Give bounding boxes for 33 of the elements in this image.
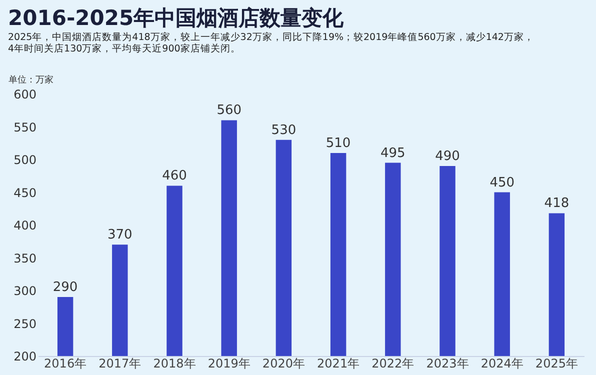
- y-tick-label: 450: [14, 186, 36, 200]
- x-tick-label: 2021年: [317, 356, 360, 370]
- x-tick-label: 2018年: [153, 356, 196, 370]
- data-label: 510: [326, 136, 351, 151]
- y-tick-label: 200: [14, 350, 36, 364]
- data-label: 530: [271, 122, 296, 138]
- chart-title: 2016-2025年中国烟酒店数量变化: [8, 6, 345, 30]
- chart-subtitle: 2025年，中国烟酒店数量为418万家，较上一年减少32万家，同比下降19%；较2019年峰值560万家，减少142万家，: [8, 31, 534, 43]
- y-tick-label: 600: [14, 88, 36, 102]
- data-label: 290: [52, 280, 78, 296]
- x-tick-label: 2016年: [44, 356, 87, 370]
- data-label: 560: [216, 103, 242, 118]
- y-axis-title: 单位：万家: [8, 74, 54, 86]
- y-tick-label: 500: [14, 153, 36, 167]
- x-tick-label: 2019年: [208, 356, 250, 370]
- y-tick-label: 250: [14, 316, 36, 331]
- text: 4年时间关店130万家，平均每天近900家店铺关闭。: [8, 42, 240, 54]
- data-label: 418: [544, 196, 570, 212]
- x-tick-label: 2024年: [480, 356, 524, 370]
- data-label: 450: [490, 175, 515, 190]
- data-label: 460: [162, 168, 187, 184]
- y-tick-label: 300: [14, 284, 36, 298]
- x-tick-label: 2025年: [535, 356, 578, 370]
- data-label: 370: [107, 228, 132, 243]
- data-label: 490: [435, 149, 460, 164]
- y-tick-label: 550: [14, 120, 36, 134]
- x-tick-label: 2023年: [426, 356, 469, 370]
- x-tick-label: 2020年: [262, 356, 305, 370]
- x-tick-label: 2017年: [98, 356, 142, 370]
- data-label: 495: [380, 146, 406, 161]
- y-tick-label: 350: [14, 251, 36, 266]
- x-tick-label: 2022年: [372, 356, 414, 370]
- y-tick-label: 400: [14, 218, 36, 232]
